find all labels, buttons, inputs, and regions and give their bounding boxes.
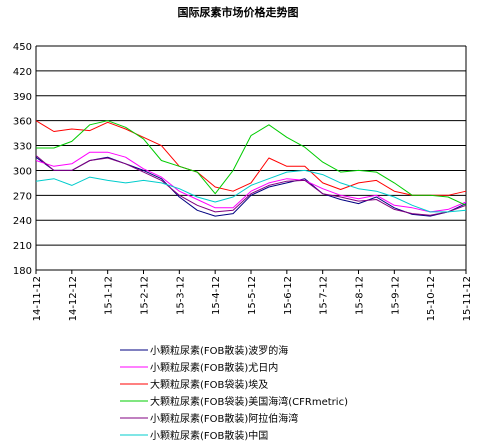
x-tick-label: 15-4-12 <box>211 276 222 315</box>
x-tick-label: 15-10-12 <box>426 276 437 321</box>
gridlines <box>36 45 466 271</box>
series-line-2 <box>35 151 467 213</box>
y-tick-label: 240 <box>13 216 32 227</box>
series-line-6 <box>35 169 467 213</box>
series-line-4 <box>36 120 467 206</box>
x-tick-label: 15-2-12 <box>140 276 151 315</box>
x-tick-label: 15-8-12 <box>355 276 366 315</box>
legend-label: 小颗粒尿素(FOB散装)中国 <box>150 429 268 442</box>
y-tick-label: 420 <box>13 67 32 78</box>
x-tick-label: 15-9-12 <box>390 276 401 315</box>
x-tick-label: 15-3-12 <box>175 276 186 315</box>
axes <box>35 46 467 274</box>
y-tick-label: 180 <box>13 266 32 277</box>
x-tick-label: 15-1-12 <box>104 276 115 315</box>
x-tick-label: 15-5-12 <box>247 276 258 315</box>
x-tick-label: 15-11-12 <box>462 276 473 321</box>
series-line-3 <box>35 120 467 196</box>
series-lines <box>35 120 467 217</box>
x-tick-label: 15-7-12 <box>319 276 330 315</box>
x-tick-label: 14-12-12 <box>68 276 79 321</box>
x-axis-tick-labels: 14-11-12 14-12-12 15-1-12 15-2-12 15-3-12 15-… <box>32 276 473 321</box>
legend-label: 小颗粒尿素(FOB散装)阿拉伯海湾 <box>150 412 298 425</box>
y-tick-label: 360 <box>13 117 32 128</box>
legend-label: 小颗粒尿素(FOB散装)波罗的海 <box>150 344 288 357</box>
x-tick-label: 14-11-12 <box>32 276 43 321</box>
legend-label: 大颗粒尿素(FOB袋装)美国海湾(CFRmetric) <box>150 395 348 408</box>
series-line-1 <box>35 156 467 217</box>
x-tick-label: 15-6-12 <box>283 276 294 315</box>
y-tick-label: 330 <box>13 142 32 153</box>
y-axis-tick-labels: 180 210 240 270 300 330 360 390 420 450 <box>13 42 32 277</box>
y-tick-label: 390 <box>13 92 32 103</box>
legend-label: 大颗粒尿素(FOB袋装)埃及 <box>150 378 268 391</box>
y-tick-label: 450 <box>13 42 32 53</box>
y-tick-label: 270 <box>13 191 32 202</box>
series-line-5 <box>35 155 467 216</box>
y-tick-label: 300 <box>13 166 32 177</box>
chart-title: 国际尿素市场价格走势图 <box>178 5 299 19</box>
y-tick-label: 210 <box>13 241 32 252</box>
legend-label: 小颗粒尿素(FOB散装)尤日内 <box>150 361 278 374</box>
legend: 小颗粒尿素(FOB散装)波罗的海小颗粒尿素(FOB散装)尤日内大颗粒尿素(FOB… <box>120 344 348 442</box>
